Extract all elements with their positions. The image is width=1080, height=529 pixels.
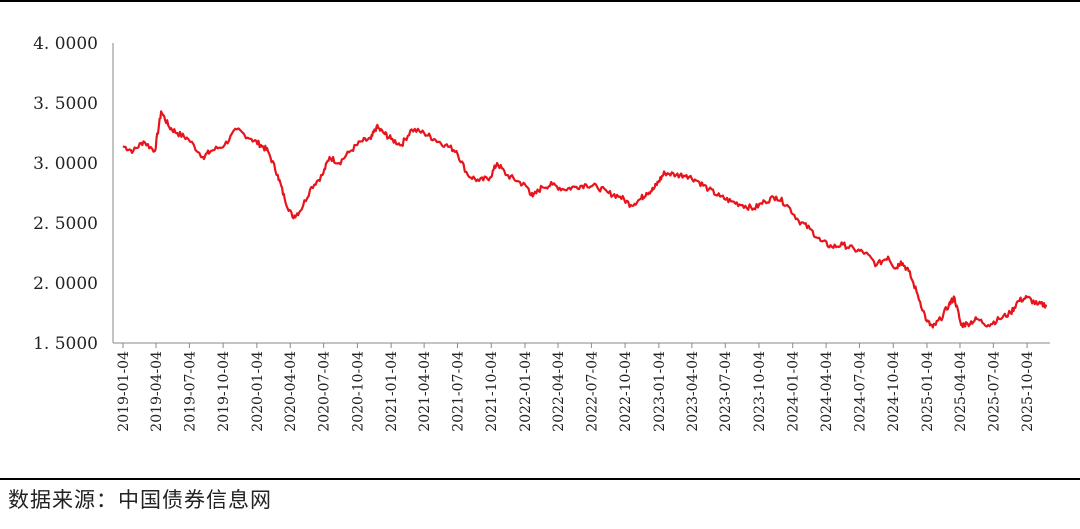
- x-tick-label: 2022-01-04: [518, 351, 534, 432]
- x-tick-label: 2024-10-04: [886, 351, 902, 432]
- y-axis: 1. 5000 2. 0000 2. 5000 3. 0000 3. 5000 4. 00…: [33, 34, 114, 354]
- x-tick-label: 2020-10-04: [350, 351, 366, 432]
- x-tick-label: 2023-07-04: [718, 351, 734, 432]
- y-tick-label: 3. 5000: [33, 94, 98, 114]
- x-tick-label: 2025-01-04: [920, 351, 936, 432]
- series-line: [122, 110, 1048, 329]
- x-tick-label: 2022-04-04: [551, 351, 567, 432]
- x-tick-label: 2023-10-04: [752, 351, 768, 432]
- x-tick-label: 2021-10-04: [484, 351, 500, 432]
- x-tick-label: 2024-04-04: [819, 351, 835, 432]
- x-tick-label: 2020-04-04: [283, 351, 299, 432]
- x-tick-label: 2024-01-04: [786, 351, 802, 432]
- x-tick-label: 2019-10-04: [216, 351, 232, 432]
- x-tick-label: 2019-04-04: [149, 351, 165, 432]
- bottom-rule: [0, 478, 1080, 480]
- y-tick-label: 2. 5000: [33, 214, 98, 234]
- x-tick-label: 2019-01-04: [116, 351, 132, 432]
- x-tick-label: 2023-04-04: [685, 351, 701, 432]
- source-note: 数据来源：中国债券信息网: [8, 488, 272, 512]
- x-tick-label: 2020-01-04: [250, 351, 266, 432]
- y-tick-label: 3. 0000: [33, 154, 98, 174]
- y-tick-label: 2. 0000: [33, 274, 98, 294]
- yield-line-chart: 1. 5000 2. 0000 2. 5000 3. 0000 3. 5000 4. 00…: [33, 34, 1050, 432]
- x-tick-label: 2025-10-04: [1020, 351, 1036, 432]
- y-tick-label: 1. 5000: [33, 334, 98, 354]
- x-tick-label: 2025-04-04: [953, 351, 969, 432]
- x-tick-label: 2025-07-04: [986, 351, 1002, 432]
- x-tick-label: 2023-01-04: [652, 351, 668, 432]
- x-tick-label: 2022-10-04: [618, 351, 634, 432]
- x-tick-label: 2024-07-04: [852, 351, 868, 432]
- x-tick-label: 2021-07-04: [450, 351, 466, 432]
- x-tick-label: 2021-04-04: [417, 351, 433, 432]
- x-axis: 2019-01-04 2019-04-04 2019-07-04 2019-10-04…: [113, 342, 1050, 432]
- x-tick-label: 2020-07-04: [317, 351, 333, 432]
- x-tick-label: 2019-07-04: [182, 351, 198, 432]
- top-rule: [0, 0, 1080, 2]
- x-tick-label: 2021-01-04: [384, 351, 400, 432]
- plot-area: [122, 110, 1048, 329]
- y-tick-label: 4. 0000: [33, 34, 98, 54]
- x-tick-label: 2022-07-04: [584, 351, 600, 432]
